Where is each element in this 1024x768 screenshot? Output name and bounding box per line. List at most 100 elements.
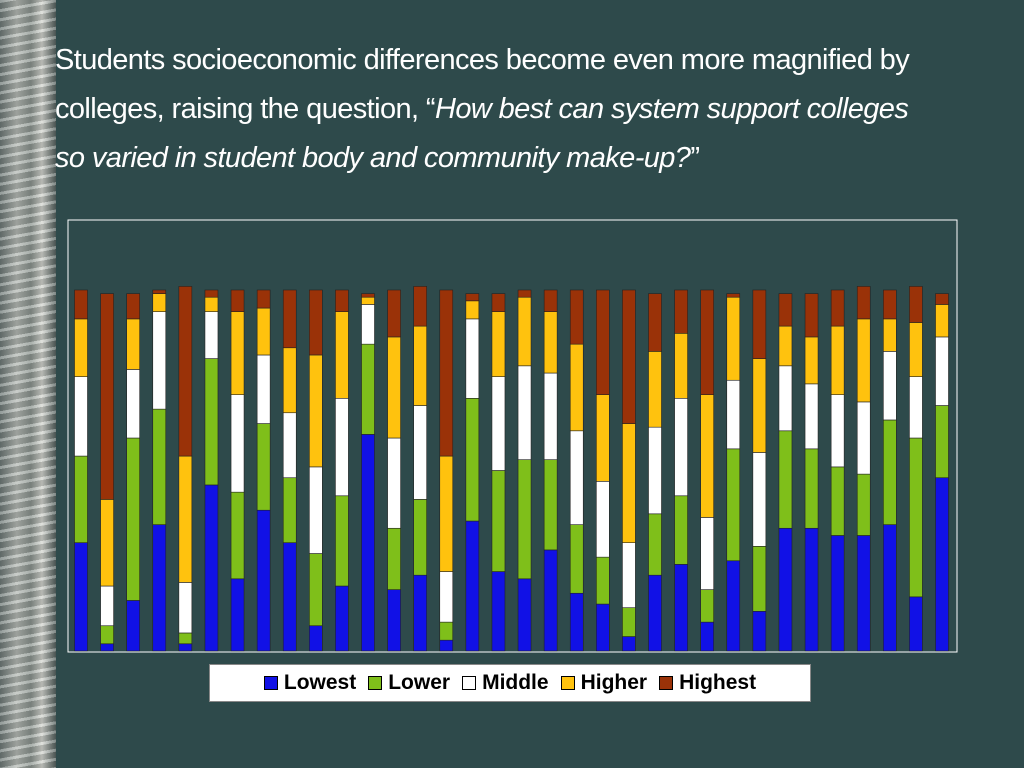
bar-segment bbox=[883, 351, 897, 421]
bar-segment bbox=[439, 289, 454, 457]
bar-segment bbox=[413, 499, 427, 576]
bar-segment bbox=[204, 484, 219, 652]
bar-segment bbox=[883, 419, 897, 525]
bar-segment bbox=[361, 434, 375, 652]
legend-swatch bbox=[462, 676, 477, 690]
bar-segment bbox=[830, 289, 845, 327]
bar-segment bbox=[282, 542, 297, 652]
bar-segment bbox=[752, 452, 767, 547]
bar-segment bbox=[152, 408, 167, 525]
legend-item: Higher bbox=[560, 671, 648, 695]
bar-segment bbox=[752, 289, 767, 359]
bar-segment bbox=[856, 286, 871, 320]
bar-segment bbox=[909, 376, 923, 439]
bar-segment bbox=[178, 582, 193, 634]
bar-segment bbox=[596, 556, 610, 605]
bar-segment bbox=[830, 466, 845, 536]
bar-segment bbox=[126, 293, 140, 320]
bar-segment bbox=[674, 289, 688, 334]
bar-segment bbox=[282, 289, 297, 349]
bar-segment bbox=[596, 603, 610, 652]
legend-swatch bbox=[263, 676, 278, 690]
bar-segment bbox=[909, 596, 923, 652]
bar-segment bbox=[674, 495, 688, 565]
bar-segment bbox=[700, 621, 714, 652]
bar-segment bbox=[439, 455, 454, 572]
bar-segment bbox=[126, 437, 140, 601]
bar-segment bbox=[387, 289, 401, 338]
bar-segment bbox=[778, 365, 793, 432]
bar-segment bbox=[361, 343, 375, 435]
bar-segment bbox=[700, 589, 714, 623]
bar-segment bbox=[517, 296, 532, 367]
bar-segment bbox=[491, 293, 506, 312]
bar-segment bbox=[465, 300, 480, 320]
bar-segment bbox=[674, 564, 688, 652]
bar-segment bbox=[700, 517, 714, 590]
bar-segment bbox=[648, 293, 662, 352]
bar-segment bbox=[596, 394, 610, 482]
bar-segment bbox=[100, 643, 114, 652]
bar-segment bbox=[178, 286, 193, 457]
bar-segment bbox=[856, 535, 871, 652]
bar-segment bbox=[491, 571, 506, 652]
legend-label: Higher bbox=[580, 671, 648, 694]
legend-label: Lower bbox=[388, 671, 451, 694]
bar-segment bbox=[465, 293, 480, 302]
bar-segment bbox=[778, 325, 793, 367]
bar-segment bbox=[935, 336, 949, 406]
bar-segment bbox=[126, 600, 140, 652]
legend-swatch bbox=[560, 676, 575, 690]
bar-segment bbox=[361, 304, 375, 345]
bar-segment bbox=[804, 383, 819, 450]
legend: Lowest Lower Middle Higher Highest bbox=[209, 664, 811, 702]
bar-segment bbox=[778, 430, 793, 529]
bar-segment bbox=[543, 549, 558, 652]
bar-segment bbox=[282, 477, 297, 544]
bar-segment bbox=[100, 499, 114, 587]
bar-segment bbox=[74, 542, 88, 652]
bar-segment bbox=[909, 437, 923, 598]
bar-segment bbox=[256, 509, 271, 652]
bar-segment bbox=[74, 318, 88, 377]
bar-segment bbox=[856, 473, 871, 536]
bar-segment bbox=[413, 286, 427, 327]
bar-segment bbox=[439, 639, 454, 652]
bar-segment bbox=[178, 455, 193, 583]
bar-segment bbox=[752, 358, 767, 453]
bar-segment bbox=[726, 448, 741, 562]
bar-segment bbox=[726, 296, 741, 381]
bar-segment bbox=[726, 379, 741, 450]
bar-segment bbox=[387, 336, 401, 439]
bar-segment bbox=[830, 394, 845, 468]
bar-segment bbox=[778, 293, 793, 327]
bar-segment bbox=[465, 520, 480, 652]
bar-segment bbox=[752, 610, 767, 652]
legend-item: Lower bbox=[368, 671, 450, 695]
bar-segment bbox=[361, 293, 375, 298]
bar-segment bbox=[700, 289, 714, 395]
bar-segment bbox=[622, 607, 636, 637]
bar-segment bbox=[909, 322, 923, 377]
bar-segment bbox=[726, 560, 741, 652]
bar-segment bbox=[335, 397, 349, 497]
bar-segment bbox=[569, 343, 584, 432]
bar-segment bbox=[569, 524, 584, 594]
legend-item: Highest bbox=[659, 671, 756, 695]
bar-segment bbox=[204, 289, 219, 298]
bar-segment bbox=[517, 289, 532, 298]
bar-segment bbox=[74, 376, 88, 457]
bar-segment bbox=[230, 289, 245, 312]
bar-segment bbox=[204, 311, 219, 359]
bar-segment bbox=[309, 625, 323, 652]
bar-segment bbox=[100, 585, 114, 627]
bar-segment bbox=[230, 311, 245, 395]
legend-item: Middle bbox=[462, 671, 549, 695]
bar-segment bbox=[543, 289, 558, 312]
bar-segment bbox=[935, 293, 949, 305]
bar-segment bbox=[674, 333, 688, 399]
bar-segment bbox=[883, 524, 897, 652]
bar-segment bbox=[935, 304, 949, 338]
decoration bbox=[0, 0, 56, 768]
